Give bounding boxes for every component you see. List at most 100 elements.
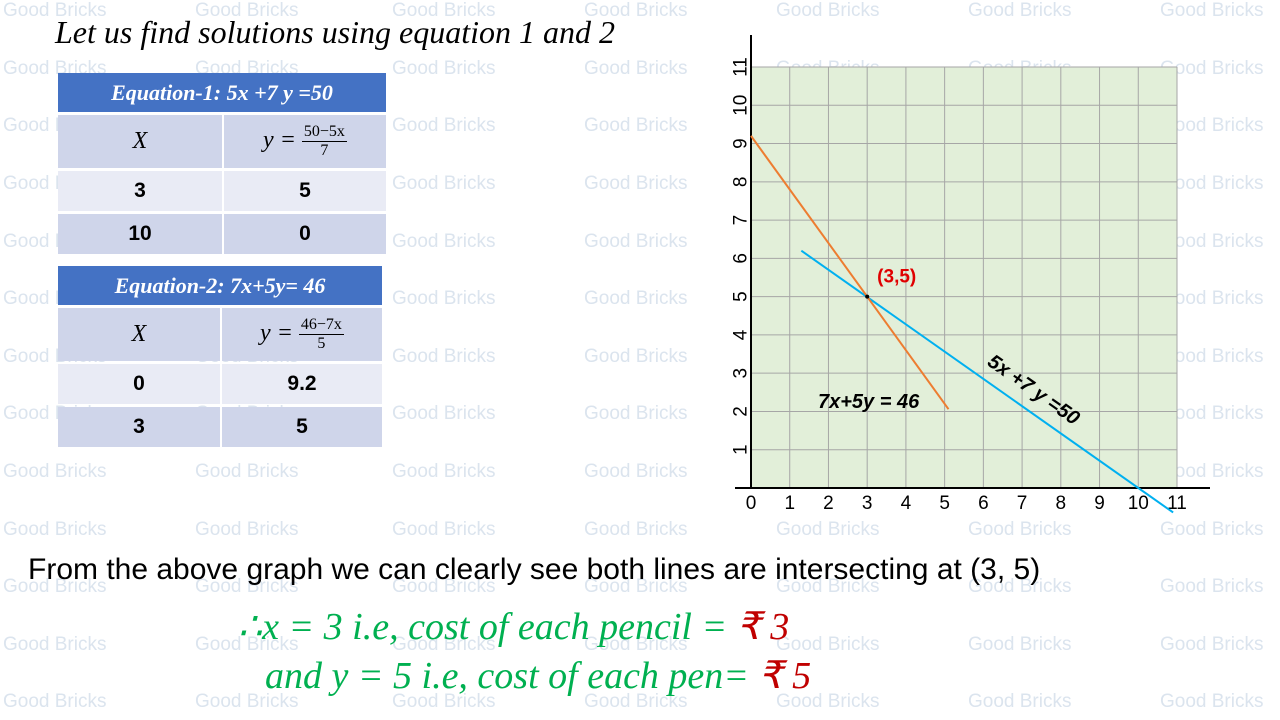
watermark: Good Bricks [3,691,107,712]
watermark: Good Bricks [1160,173,1264,194]
watermark: Good Bricks [968,634,1072,655]
title-row: Equation-1: 5x +7 y =50 [58,73,386,112]
watermark: Good Bricks [392,231,496,252]
watermark: Good Bricks [584,461,688,482]
text: ∴x = 3 i.e, cost of each pencil = [238,606,737,648]
y-tick-label: 9 [731,138,752,149]
watermark: Good Bricks [584,634,688,655]
watermark: Good Bricks [3,576,107,597]
x-tick-label: 2 [823,493,834,514]
watermark: Good Bricks [3,0,107,21]
watermark: Good Bricks [3,634,107,655]
watermark: Good Bricks [776,691,880,712]
watermark: Good Bricks [195,0,299,21]
x-tick-label: 4 [901,493,912,514]
watermark: Good Bricks [1160,231,1264,252]
watermark: Good Bricks [3,519,107,540]
row: 10 0 [58,214,386,254]
watermark: Good Bricks [195,691,299,712]
watermark: Good Bricks [3,461,107,482]
y-tick-label: 1 [731,444,752,455]
watermark: Good Bricks [1160,461,1264,482]
watermark: Good Bricks [1160,346,1264,367]
x-tick-label: 5 [939,493,950,514]
x-tick-label: 11 [1167,493,1187,514]
y-tick-label: 5 [731,291,752,302]
x-tick-label: 7 [1017,493,1028,514]
watermark: Good Bricks [584,288,688,309]
header-cell: X [58,308,222,361]
denominator: 5 [317,335,326,352]
fraction: 50−5x 7 [301,123,347,160]
y-tick-label: 10 [731,95,752,116]
watermark: Good Bricks [392,115,496,136]
watermark: Good Bricks [392,0,496,21]
x-tick-label: 0 [746,493,757,514]
series-line [750,135,950,410]
cell: 3 [58,407,222,447]
watermark: Good Bricks [1160,58,1264,79]
y-tick-label: 11 [731,57,752,77]
watermark: Good Bricks [1160,519,1264,540]
header-cell: y = 46−7x 5 [222,308,382,361]
watermark: Good Bricks [195,461,299,482]
numerator: 50−5x [301,123,347,142]
watermark: Good Bricks [1160,0,1264,21]
x-tick-label: 3 [862,493,873,514]
watermark: Good Bricks [392,288,496,309]
watermark: Good Bricks [776,576,880,597]
watermark: Good Bricks [392,691,496,712]
text: and y = 5 i.e, cost of each pen= [265,655,759,697]
watermark: Good Bricks [584,576,688,597]
watermark: Good Bricks [392,173,496,194]
watermark: Good Bricks [968,691,1072,712]
y-tick-label: 4 [731,329,752,340]
amount: ₹ 3 [736,606,790,648]
watermark: Good Bricks [195,576,299,597]
watermark: Good Bricks [584,0,688,21]
watermark: Good Bricks [392,519,496,540]
watermark: Good Bricks [195,634,299,655]
watermark: Good Bricks [584,173,688,194]
x-tick-label: 1 [784,493,795,514]
watermark: Good Bricks [1160,576,1264,597]
row: 0 9.2 [58,364,382,404]
x-tick-label: 9 [1094,493,1105,514]
table-title: Equation-1: 5x +7 y =50 [58,73,386,112]
title-row: Equation-2: 7x+5y= 46 [58,266,382,305]
table-title: Equation-2: 7x+5y= 46 [58,266,382,305]
watermark: Good Bricks [776,519,880,540]
watermark: Good Bricks [1160,288,1264,309]
x-tick-label: 8 [1056,493,1067,514]
header-cell: y = 50−5x 7 [224,115,386,168]
lhs: y = [260,320,293,347]
cell: 5 [222,407,382,447]
conclusion-line: and y = 5 i.e, cost of each pen= ₹ 5 [265,653,811,698]
watermark: Good Bricks [584,58,688,79]
cell: 0 [58,364,222,404]
cell: 10 [58,214,224,254]
conclusion-line: ∴x = 3 i.e, cost of each pencil = ₹ 3 [238,604,789,649]
title: Let us find solutions using equation 1 a… [55,14,616,50]
header-cell: X [58,115,224,168]
watermark: Good Bricks [776,634,880,655]
watermark: Good Bricks [968,576,1072,597]
annotation: (3,5) [877,267,916,288]
line-label: 7x+5y = 46 [818,391,920,413]
intersection-point [865,294,870,299]
watermark: Good Bricks [392,634,496,655]
cell: 9.2 [222,364,382,404]
cell: 3 [58,171,224,211]
watermark: Good Bricks [584,346,688,367]
fraction: 46−7x 5 [298,316,344,353]
cell: 0 [224,214,386,254]
y-tick-label: 2 [731,406,752,417]
watermark: Good Bricks [1160,691,1264,712]
numerator: 46−7x [298,316,344,335]
watermark: Good Bricks [968,0,1072,21]
watermark: Good Bricks [584,691,688,712]
